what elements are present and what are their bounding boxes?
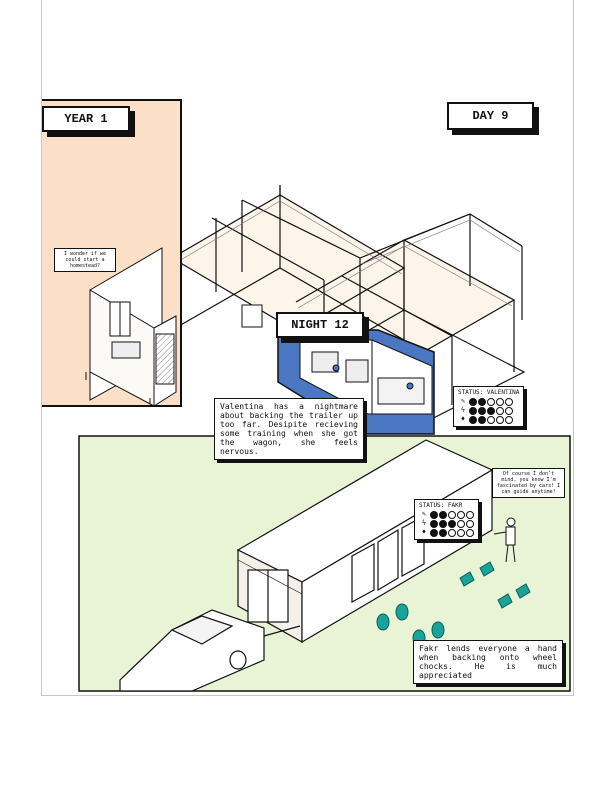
lightning-icon: ϟ [460, 406, 466, 414]
status-dot [469, 415, 477, 424]
status-dot [496, 397, 504, 406]
status-row: ✎ [458, 397, 519, 406]
status-dot [466, 528, 474, 537]
status-dot [505, 406, 513, 415]
status-dot [487, 397, 495, 406]
wrench-icon: ✎ [421, 510, 427, 518]
status-dot [478, 415, 486, 424]
wheel-chocks [376, 561, 531, 647]
status-title: STATUS: FAKR [419, 502, 463, 509]
status-title: STATUS: VALENTINA [458, 389, 520, 396]
status-dot [439, 519, 447, 528]
valentina-caption: Valentina has a nightmare about backing … [214, 398, 364, 460]
status-dot [469, 406, 477, 415]
lightning-icon: ϟ [421, 519, 427, 527]
status-dot [466, 510, 474, 519]
fakr-speech-bubble: Of course I don't mind, you know I'm fas… [492, 468, 565, 498]
status-row: ♦ [419, 528, 474, 537]
status-dot [448, 519, 456, 528]
status-dot [478, 406, 486, 415]
pickup-truck-drawing [119, 609, 301, 692]
fakr-caption: Fakr lends everyone a hand when backing … [413, 640, 563, 684]
status-dot [430, 528, 438, 537]
status-card-valentina: STATUS: VALENTINA ✎ ϟ ♦ [453, 386, 525, 427]
status-row: ϟ [419, 519, 474, 528]
status-row: ✎ [419, 510, 474, 519]
trailer-interior-drawing [299, 339, 433, 415]
status-dot [505, 415, 513, 424]
status-dot [439, 510, 447, 519]
night-label: NIGHT 12 [276, 312, 364, 338]
status-dot [487, 415, 495, 424]
homestead-speech-bubble: I wonder if we could start a homestead? [54, 248, 116, 272]
status-dot [457, 528, 465, 537]
thumbs-up-icon: ♦ [460, 415, 466, 423]
status-dot [478, 397, 486, 406]
status-dot [457, 510, 465, 519]
status-dot [439, 528, 447, 537]
status-dot [430, 519, 438, 528]
status-card-fakr: STATUS: FAKR ✎ ϟ ♦ [414, 499, 479, 540]
wrench-icon: ✎ [460, 397, 466, 405]
thumbs-up-icon: ♦ [421, 528, 427, 536]
status-dot [496, 406, 504, 415]
tiny-house-drawing [85, 247, 177, 407]
status-row: ϟ [458, 406, 519, 415]
status-row: ♦ [458, 415, 519, 424]
status-dot [430, 510, 438, 519]
night-panel [241, 304, 435, 435]
status-dot [457, 519, 465, 528]
status-dot [487, 406, 495, 415]
fakr-figure [493, 517, 516, 563]
status-dot [466, 519, 474, 528]
year-label: YEAR 1 [42, 106, 130, 132]
status-dot [448, 510, 456, 519]
status-dot [448, 528, 456, 537]
status-dot [496, 415, 504, 424]
comic-page: YEAR 1 DAY 9 NIGHT 12 I wonder if we cou… [41, 0, 574, 696]
status-dot [469, 397, 477, 406]
day-label: DAY 9 [447, 102, 534, 130]
status-dot [505, 397, 513, 406]
